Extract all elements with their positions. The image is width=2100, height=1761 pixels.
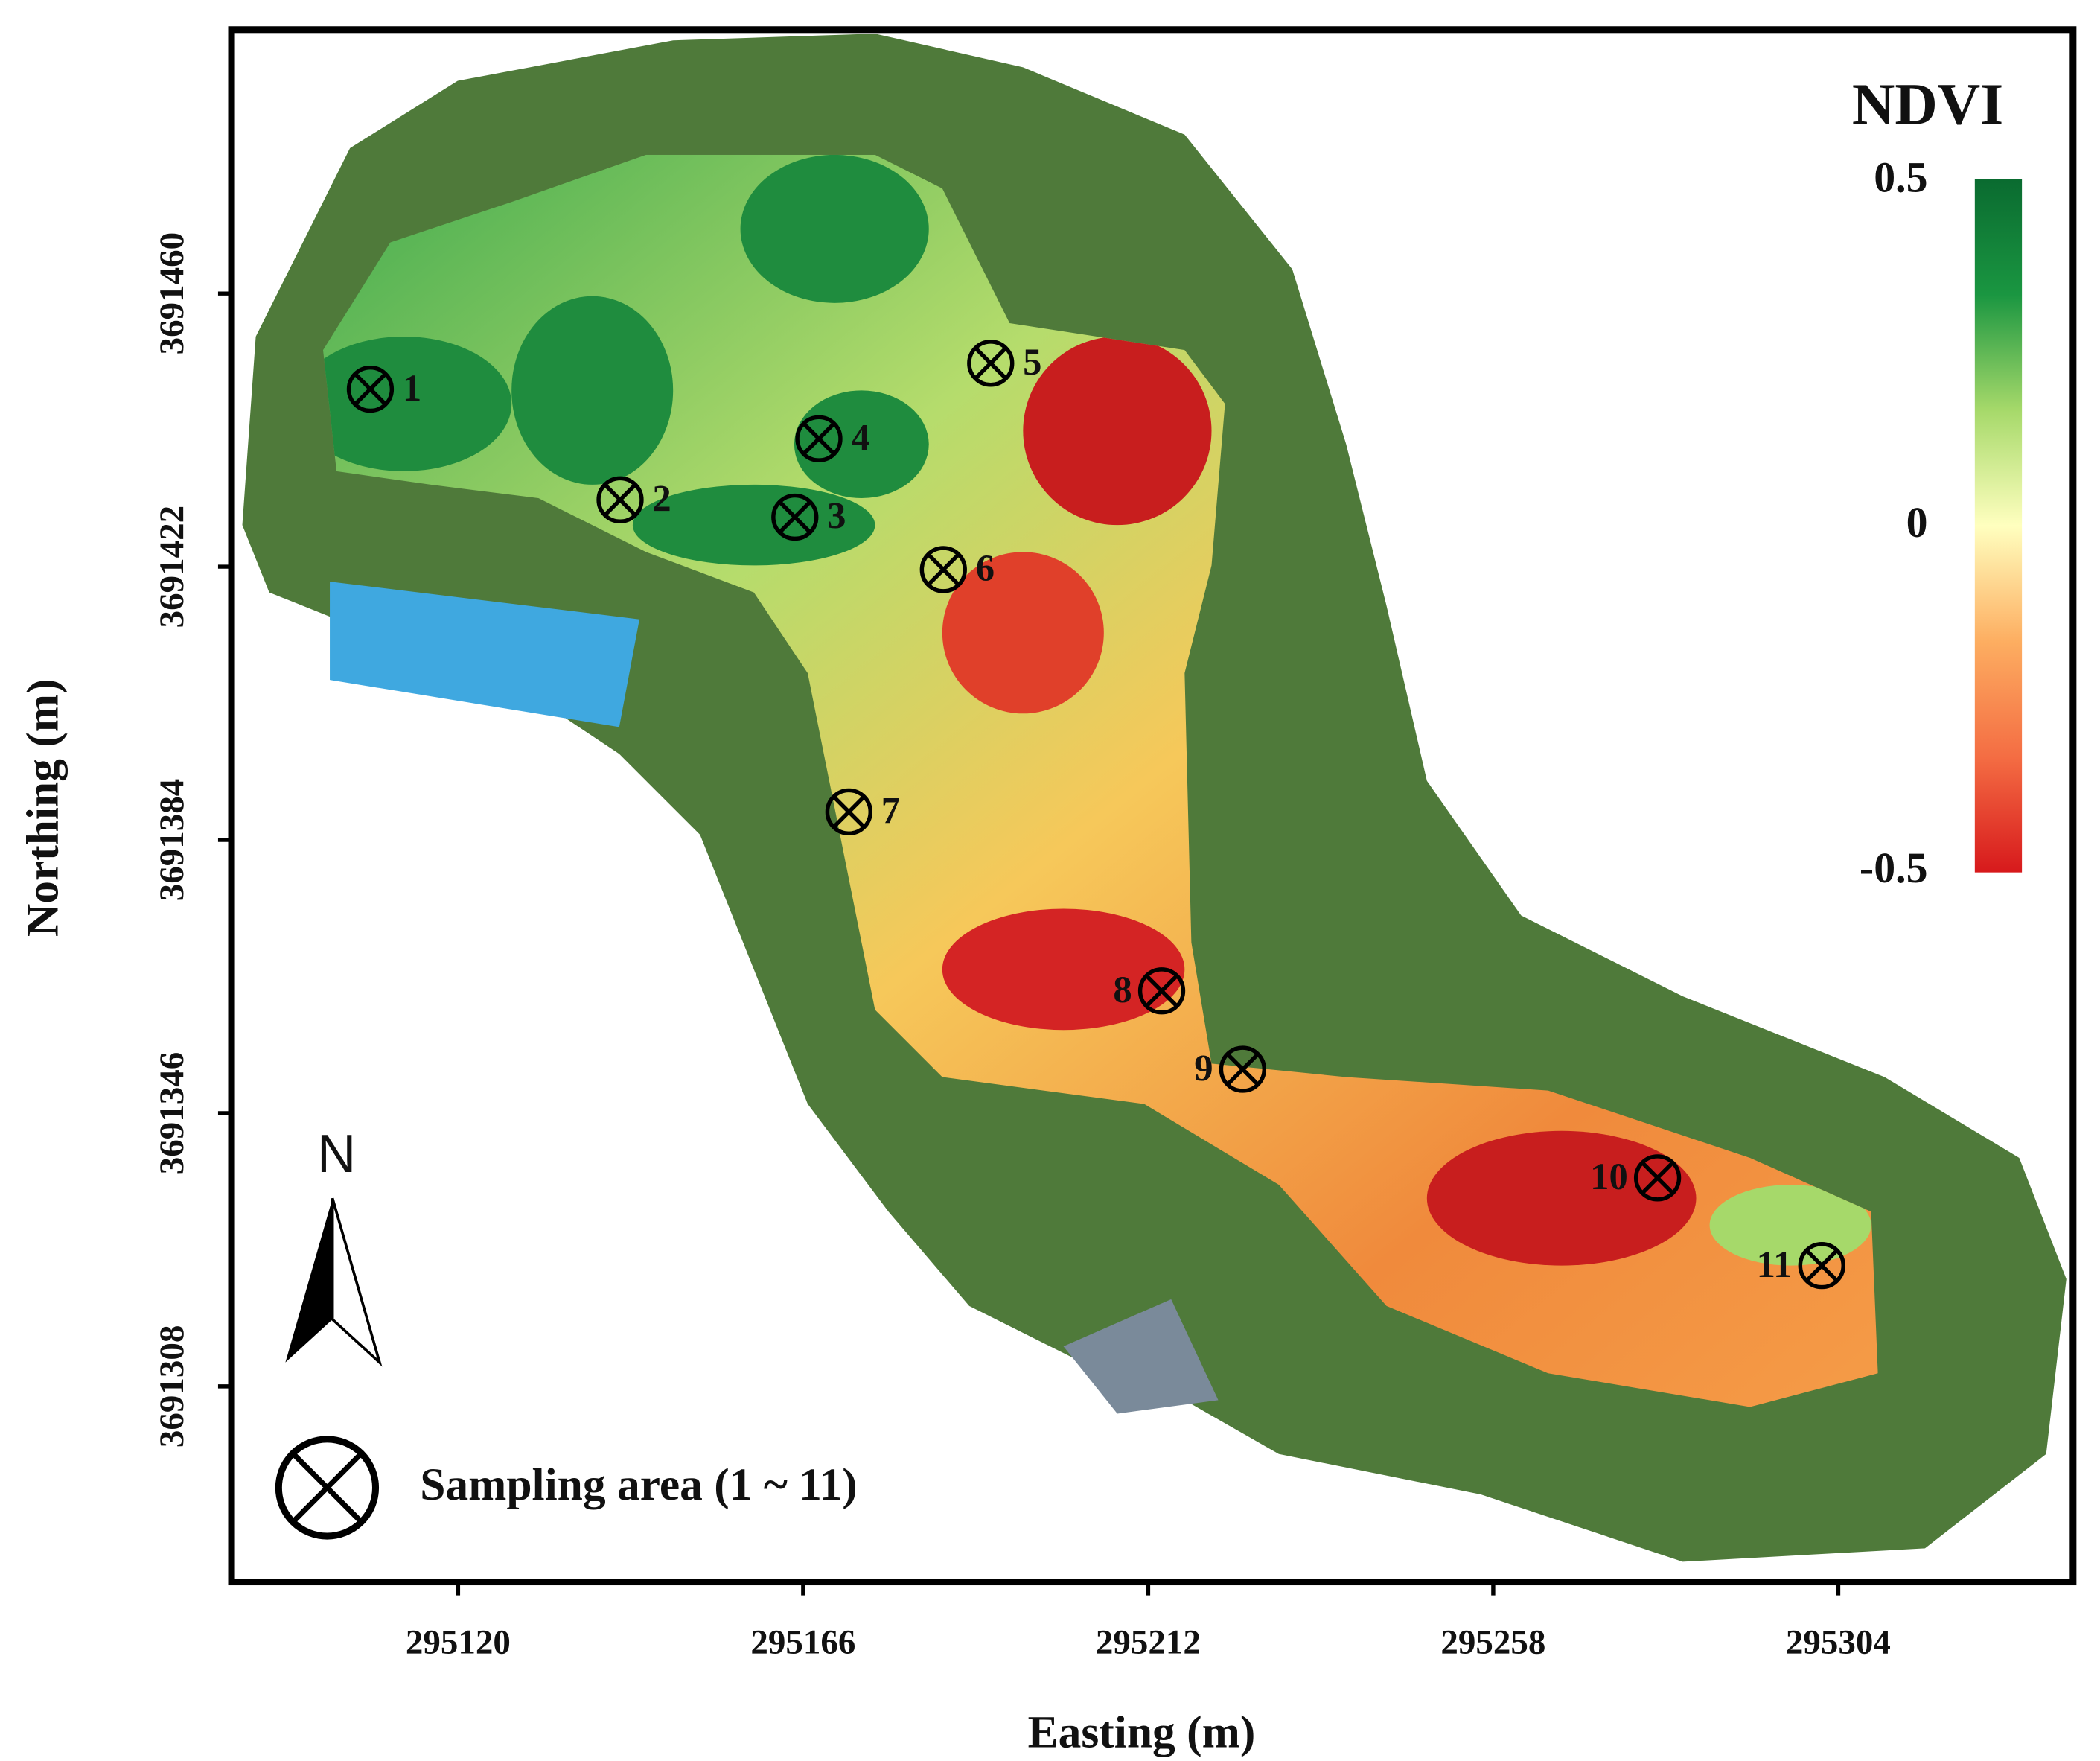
legend: Sampling area (1 ~ 11): [275, 1436, 858, 1540]
north-arrow: [331, 1197, 383, 1367]
sample-label: 1: [403, 367, 421, 409]
sample-marker: [967, 340, 1015, 387]
sample-label: 7: [881, 790, 900, 832]
sample-marker: [795, 415, 843, 462]
sample-label: 11: [1757, 1243, 1793, 1285]
colorbar-tick-label: 0.5: [1874, 153, 1927, 201]
sample-marker: [1633, 1154, 1682, 1202]
sample-marker: [1137, 967, 1186, 1015]
ndvi-patch: [942, 552, 1104, 714]
ndvi-patch: [740, 154, 929, 303]
frame: [228, 26, 2077, 1586]
sample-marker: [974, 347, 1007, 380]
sample-point: [795, 415, 843, 462]
ndvi-patch: [1426, 1130, 1697, 1266]
north-arrow: [285, 1198, 333, 1363]
y-tick-label: 3691422: [153, 506, 191, 628]
sample-marker: [1798, 1242, 1845, 1290]
sample-point: [1137, 967, 1186, 1015]
y-tick-label: 3691384: [153, 779, 191, 901]
colorbar-tick-label: -0.5: [1860, 844, 1928, 892]
sample-marker: [354, 372, 387, 406]
x-tick-label: 295166: [750, 1623, 855, 1661]
colorbar: [1974, 179, 2023, 873]
sample-point: [346, 365, 395, 413]
legend-label: Sampling area (1 ~ 11): [420, 1459, 858, 1510]
sample-marker: [825, 788, 872, 835]
sample-point: [596, 476, 644, 523]
sample-point: [919, 546, 967, 593]
colorbar-tick-label: 0: [1906, 498, 1928, 547]
x-tick-label: 295212: [1096, 1623, 1201, 1661]
sample-label: 9: [1194, 1047, 1213, 1089]
sample-marker: [346, 365, 395, 413]
sample-marker: [919, 546, 967, 593]
sample-point: [825, 788, 872, 835]
sample-marker: [1219, 1045, 1267, 1093]
sample-point: [1219, 1045, 1267, 1093]
sample-label: 4: [851, 416, 869, 458]
sample-point: [771, 493, 819, 541]
ndvi-patch: [942, 908, 1185, 1031]
sample-label: 2: [652, 478, 671, 520]
ndvi-patch: [511, 296, 674, 485]
sample-marker: [604, 483, 636, 517]
y-tick-label: 3691346: [153, 1052, 191, 1174]
sample-point: [967, 340, 1015, 387]
sample-marker: [832, 795, 866, 829]
sample-point: [1798, 1242, 1845, 1290]
x-tick-label: 295120: [406, 1623, 511, 1661]
sample-marker: [1226, 1053, 1260, 1086]
colorbar-title: NDVI: [1852, 72, 2003, 138]
sample-marker: [778, 500, 811, 534]
y-tick-label: 3691308: [153, 1325, 191, 1448]
x-tick-label: 295304: [1786, 1623, 1891, 1661]
x-tick-label: 295258: [1440, 1623, 1545, 1661]
x-axis-label: Easting (m): [1028, 1707, 1256, 1758]
sample-marker: [1641, 1162, 1674, 1194]
legend-symbol: [291, 1452, 363, 1523]
sample-marker: [802, 422, 835, 456]
building-roof: [1063, 1299, 1219, 1414]
sample-marker: [927, 553, 960, 586]
sample-marker: [596, 476, 644, 523]
sample-marker: [1805, 1249, 1839, 1282]
y-tick-label: 3691460: [153, 232, 191, 354]
ndvi-patch: [1023, 337, 1212, 526]
building-roof: [330, 582, 639, 727]
sample-point: [1633, 1154, 1682, 1202]
sample-marker: [1145, 974, 1178, 1007]
sample-label: 10: [1590, 1156, 1628, 1197]
y-axis-label: Northing (m): [17, 679, 68, 937]
sample-label: 8: [1113, 969, 1132, 1010]
sample-marker: [771, 493, 819, 541]
ndvi-patch: [323, 337, 512, 471]
sample-label: 6: [976, 547, 995, 589]
sample-label: 5: [1023, 341, 1041, 383]
sample-label: 3: [827, 495, 846, 537]
north-label: N: [317, 1124, 356, 1184]
